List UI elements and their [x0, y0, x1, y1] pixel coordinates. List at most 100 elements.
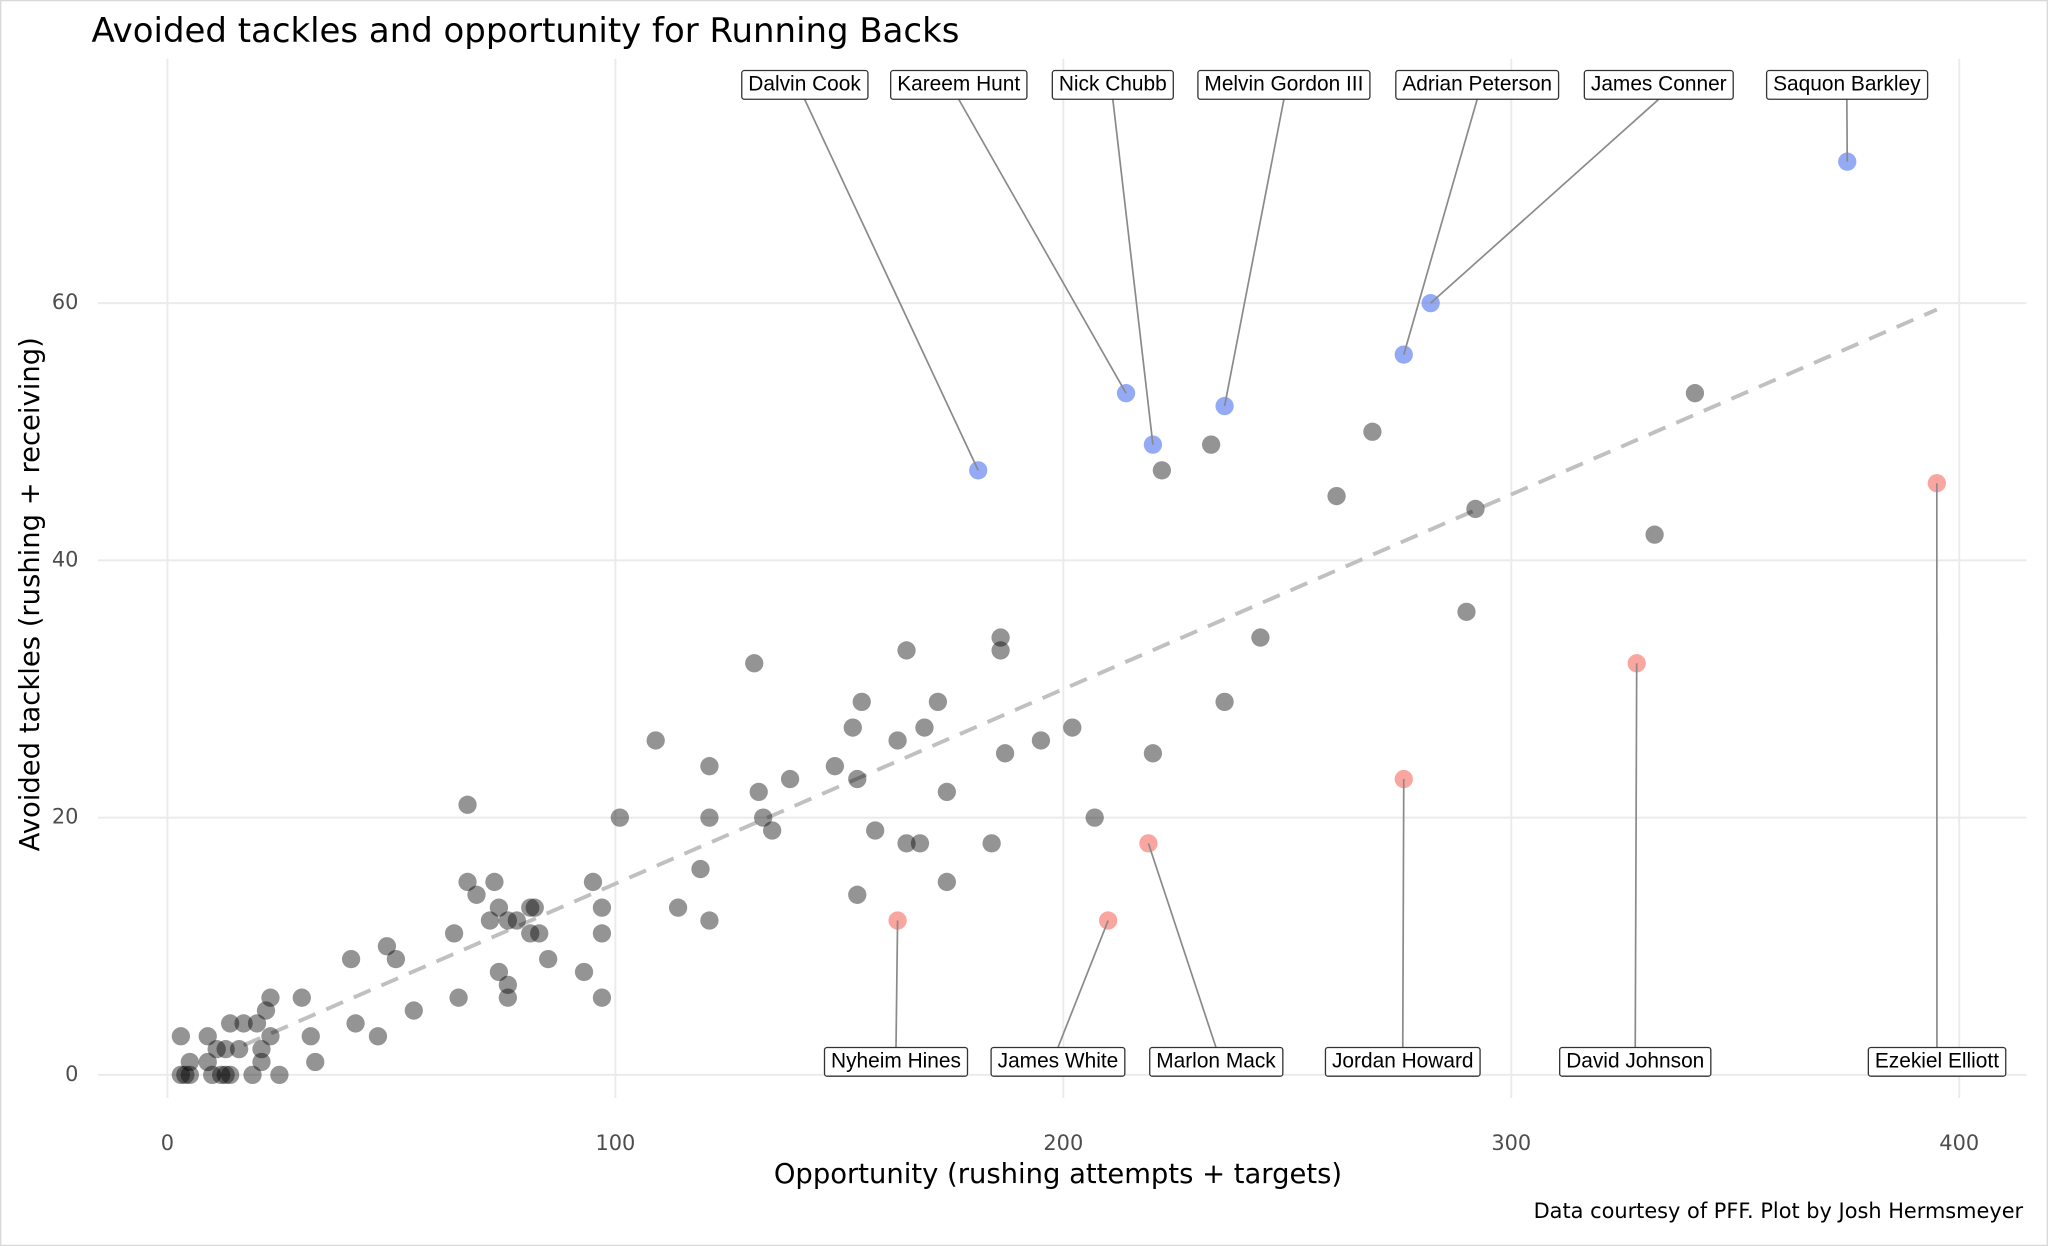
point — [1202, 435, 1221, 454]
point — [180, 1052, 199, 1072]
point — [341, 949, 361, 969]
y-tick-label: 20 — [52, 805, 79, 829]
trend-line — [242, 307, 1938, 1048]
leader-line — [957, 98, 1127, 394]
x-tick-label: 400 — [1939, 1131, 1979, 1155]
point — [1143, 744, 1163, 763]
leader-line — [1430, 98, 1660, 304]
point — [897, 834, 916, 853]
point — [1215, 692, 1234, 712]
leader-line — [1147, 843, 1217, 1048]
label-box — [990, 1046, 1126, 1077]
point — [449, 988, 468, 1007]
point — [261, 988, 280, 1007]
point — [897, 641, 916, 660]
point-label: David Johnson — [1566, 1049, 1704, 1072]
point — [377, 937, 397, 956]
point-label: Ezekiel Elliott — [1875, 1049, 1999, 1072]
point — [458, 872, 477, 892]
point — [843, 718, 862, 737]
label-box — [890, 69, 1028, 100]
label-box — [823, 1046, 969, 1077]
point — [852, 692, 871, 712]
point — [780, 769, 800, 789]
point-label: Nyheim Hines — [831, 1049, 961, 1072]
point — [252, 1040, 271, 1059]
leader-line — [1401, 779, 1405, 1048]
point — [991, 628, 1010, 647]
point — [1063, 718, 1082, 737]
point — [176, 1065, 195, 1085]
point — [203, 1065, 222, 1085]
label-box — [1867, 1046, 2007, 1077]
x-tick-label: 200 — [1043, 1131, 1083, 1155]
y-tick-label: 0 — [65, 1062, 78, 1086]
point — [592, 898, 612, 917]
point — [1466, 499, 1485, 519]
point — [252, 1052, 271, 1072]
point — [220, 1065, 240, 1085]
point — [610, 808, 629, 827]
point — [848, 769, 867, 789]
point — [574, 962, 594, 982]
point — [749, 782, 768, 802]
label-box — [1765, 69, 1929, 100]
x-tick-label: 300 — [1491, 1131, 1531, 1155]
point — [216, 1065, 235, 1085]
label-box — [1149, 1046, 1284, 1077]
point — [763, 821, 782, 840]
point — [521, 924, 540, 943]
point-label: Jordan Howard — [1332, 1049, 1474, 1072]
point — [480, 911, 500, 930]
point — [458, 795, 477, 814]
point — [368, 1027, 388, 1046]
point — [1645, 525, 1664, 544]
point — [234, 1014, 253, 1033]
label-box — [1395, 69, 1560, 100]
point — [404, 1001, 423, 1020]
x-tick-label: 0 — [161, 1131, 174, 1155]
point — [991, 641, 1010, 660]
leader-line — [1402, 99, 1479, 355]
leader-line — [1111, 99, 1154, 445]
x-axis-title: Opportunity (rushing attempts + targets) — [774, 1159, 1342, 1190]
leader-line — [1223, 99, 1285, 407]
point — [646, 731, 665, 750]
point — [180, 1065, 199, 1085]
point — [243, 1065, 262, 1085]
point — [171, 1027, 191, 1046]
point — [198, 1052, 217, 1072]
grid: 0 100 200 300 400 0 20 40 60 — [52, 58, 2027, 1155]
point — [198, 1027, 217, 1046]
point — [915, 718, 934, 737]
label-box — [1583, 69, 1734, 100]
point — [745, 654, 764, 673]
point — [691, 859, 710, 879]
point-label: Saquon Barkley — [1773, 72, 1921, 95]
leader-line — [1634, 663, 1638, 1048]
point — [525, 898, 544, 917]
y-tick-label: 40 — [52, 547, 79, 571]
leader-line — [895, 920, 899, 1048]
point — [583, 872, 603, 892]
point — [247, 1014, 267, 1033]
point-label: Marlon Mack — [1156, 1049, 1276, 1072]
x-tick-label: 100 — [595, 1131, 635, 1155]
point — [444, 924, 464, 943]
point — [498, 975, 518, 994]
label-box — [1324, 1046, 1481, 1077]
point — [485, 872, 504, 892]
point — [1685, 384, 1705, 403]
point — [1327, 486, 1346, 506]
point — [346, 1014, 365, 1033]
labels: Dalvin Cook Kareem Hunt Nick Chubb Melvin G… — [741, 69, 2007, 1077]
point — [489, 898, 509, 917]
point — [306, 1052, 325, 1072]
leader-line — [803, 98, 979, 471]
point-label: James Conner — [1591, 72, 1727, 95]
point — [467, 885, 486, 904]
y-tick-label: 60 — [52, 290, 79, 314]
label-box — [1051, 69, 1174, 100]
point-label: Nick Chubb — [1059, 72, 1167, 95]
